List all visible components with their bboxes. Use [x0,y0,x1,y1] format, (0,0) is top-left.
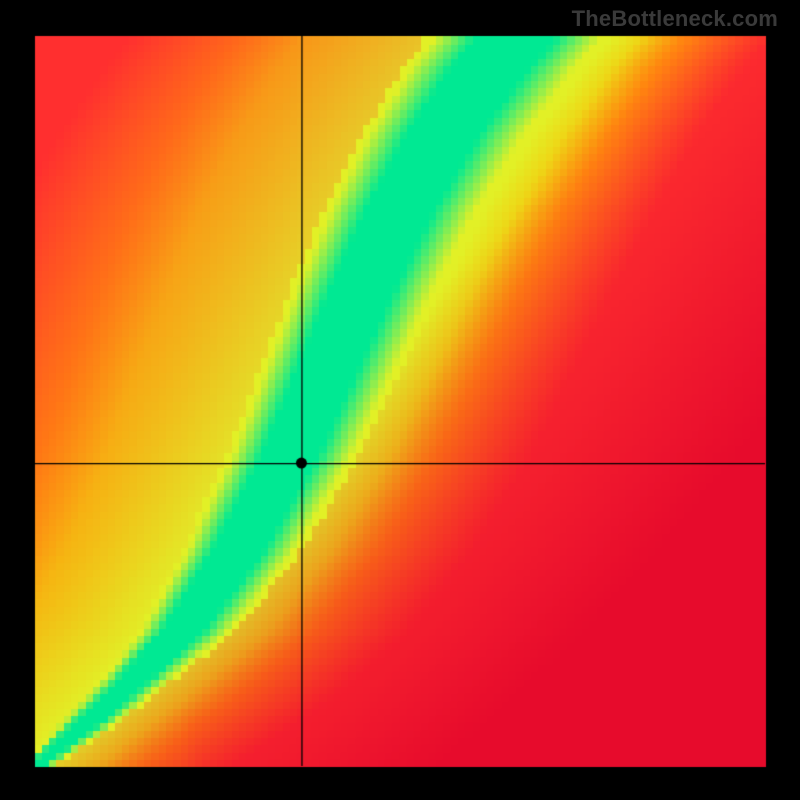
attribution-label: TheBottleneck.com [572,6,778,32]
bottleneck-heatmap-canvas [0,0,800,800]
chart-container: TheBottleneck.com [0,0,800,800]
